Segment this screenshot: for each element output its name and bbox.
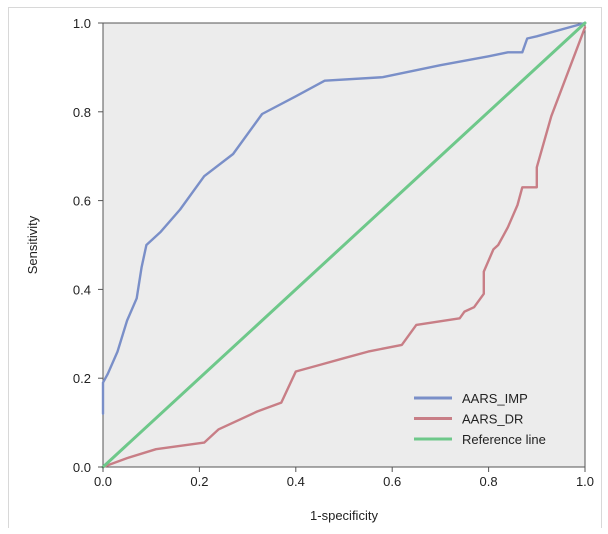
x-tick-label: 0.2: [190, 474, 208, 489]
y-tick-label: 0.4: [73, 282, 91, 297]
y-tick-label: 0.0: [73, 460, 91, 475]
y-axis-label: Sensitivity: [25, 215, 40, 274]
x-tick-label: 0.6: [383, 474, 401, 489]
chart-frame: [8, 7, 602, 528]
series-line-aars-dr: [101, 26, 587, 469]
legend-label-reference-line: Reference line: [462, 432, 546, 447]
x-tick-label: 0.8: [480, 474, 498, 489]
x-axis-label: 1-specificity: [310, 508, 378, 523]
series-line-aars-imp: [101, 21, 587, 415]
y-tick-label: 0.2: [73, 371, 91, 386]
legend-label-aars-dr: AARS_DR: [462, 412, 523, 427]
x-tick-label: 0.0: [94, 474, 112, 489]
y-tick-label: 1.0: [73, 16, 91, 31]
y-tick-label: 0.6: [73, 194, 91, 209]
y-tick-label: 0.8: [73, 105, 91, 120]
x-tick-label: 1.0: [576, 474, 594, 489]
legend-label-aars-imp: AARS_IMP: [462, 391, 528, 406]
x-tick-label: 0.4: [287, 474, 305, 489]
series-line-reference-line: [101, 21, 587, 469]
